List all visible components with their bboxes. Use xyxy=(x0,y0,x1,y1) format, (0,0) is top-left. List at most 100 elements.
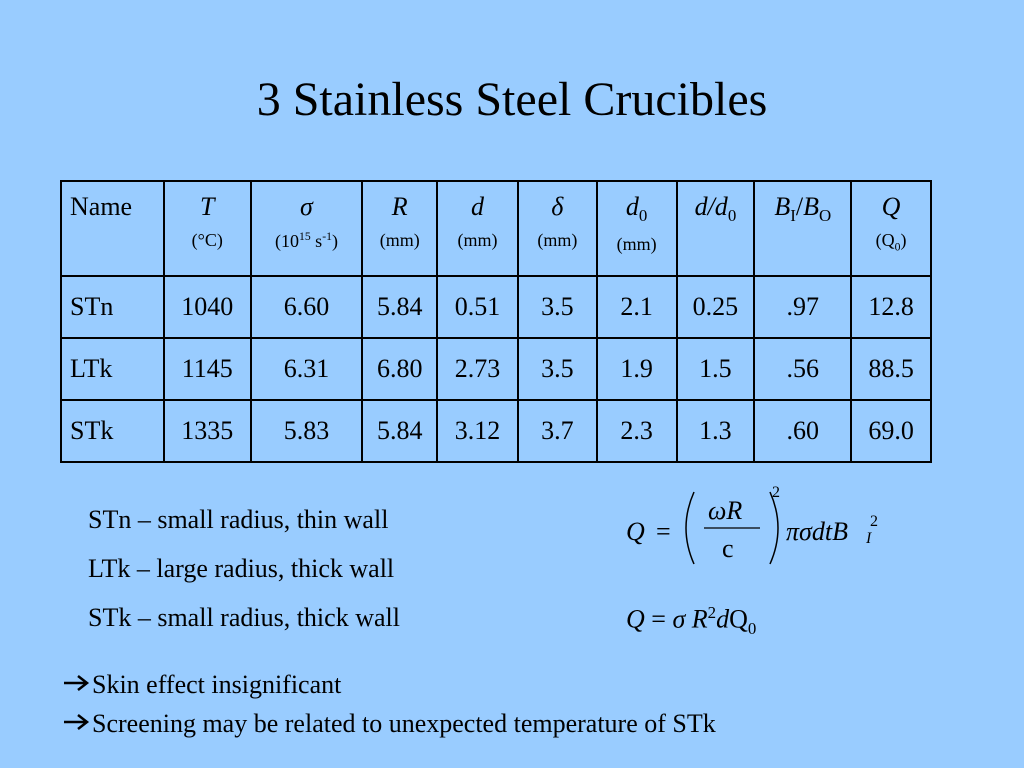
symbol: d/d xyxy=(694,192,728,221)
table-cell: 5.83 xyxy=(249,399,364,463)
parentheses xyxy=(685,491,779,565)
symbol: R xyxy=(391,192,408,221)
formula-text: = xyxy=(656,517,671,546)
header-cell: T (°C) xyxy=(162,180,252,277)
formula-text: πσdtB xyxy=(786,517,848,546)
header-cell: d0 (mm) xyxy=(595,180,678,277)
table-cell: .56 xyxy=(753,337,853,401)
table-cell: 1040 xyxy=(162,275,252,339)
formula-text: 2 xyxy=(870,513,878,530)
formula-text: 2 xyxy=(707,603,717,622)
table-cell: 1145 xyxy=(162,337,252,401)
notes: STn – small radius, thin wall LTk – large… xyxy=(88,495,400,642)
table-cell: 3.7 xyxy=(516,399,598,463)
header-cell: d/d0 xyxy=(675,180,756,277)
unit: (°C) xyxy=(191,230,223,250)
unit-part: -1 xyxy=(322,230,332,243)
formula-text: d xyxy=(716,604,730,634)
header-text: Name xyxy=(70,192,133,221)
header-cell: d (mm) xyxy=(436,180,519,277)
table-cell: 88.5 xyxy=(850,337,932,401)
symbol: T xyxy=(200,192,215,221)
table-cell: 69.0 xyxy=(850,399,932,463)
symbol: δ xyxy=(551,192,564,221)
table-cell: STk xyxy=(60,399,165,463)
subscript: 0 xyxy=(727,206,737,226)
table-cell: .60 xyxy=(753,399,853,463)
unit: (Q0) xyxy=(852,230,930,254)
unit-part: ) xyxy=(331,231,338,251)
arrow-icon xyxy=(64,675,90,691)
table-cell: 1.9 xyxy=(595,337,678,401)
formula-text: 0 xyxy=(747,618,757,638)
table-cell: .97 xyxy=(753,275,853,339)
table-cell: 5.84 xyxy=(361,399,439,463)
formula-text: 2 xyxy=(772,484,780,501)
table-row: STk 1335 5.83 5.84 3.12 3.7 2.3 1.3.60 69.0 xyxy=(60,399,932,463)
table-cell: 1.5 xyxy=(675,337,756,401)
symbol: B xyxy=(774,192,791,221)
symbol: d xyxy=(625,192,639,221)
bullet-text: Skin effect insignificant xyxy=(92,670,342,699)
unit: (mm) xyxy=(537,230,578,250)
subscript: 0 xyxy=(638,206,648,226)
table-cell: 1335 xyxy=(162,399,252,463)
table-cell: LTk xyxy=(60,337,165,401)
header-row: Name T (°C) σ (1015 s-1) R (mm) d (mm) δ (mm)… xyxy=(60,180,932,277)
table-row: LTk 1145 6.31 6.80 2.73 3.5 1.9 1.5.56 88.5 xyxy=(60,337,932,401)
unit-part: (Q xyxy=(875,230,895,250)
header-cell: Q (Q0) xyxy=(850,180,932,277)
unit: (mm) xyxy=(379,230,420,250)
symbol: Q xyxy=(881,192,901,221)
header-cell: R (mm) xyxy=(361,180,439,277)
table-body: STn 1040 6.60 5.84 0.51 3.5 2.1 0.25.97 12.8 LTk 1… xyxy=(60,275,932,463)
symbol: σ xyxy=(300,192,313,221)
note: STk – small radius, thick wall xyxy=(88,603,400,632)
formula: Q = σ R2dQ0 xyxy=(626,603,756,639)
formula-text: Q xyxy=(626,604,645,634)
formula-text: c xyxy=(722,534,734,563)
bullet: Screening may be related to unexpected t… xyxy=(62,709,716,739)
table-cell: 2.3 xyxy=(595,399,678,463)
arrow-icon xyxy=(64,714,90,730)
formula-text: σ xyxy=(672,604,686,634)
table-cell: 1.3 xyxy=(675,399,756,463)
header-cell: Name xyxy=(60,180,165,277)
note: STn – small radius, thin wall xyxy=(88,505,389,534)
bullet: Skin effect insignificant xyxy=(62,670,341,700)
formula-text: R xyxy=(691,604,708,634)
table-cell: 6.31 xyxy=(249,337,364,401)
table-cell: 3.5 xyxy=(516,275,598,339)
unit-part: 15 xyxy=(298,230,311,243)
table-cell: 5.84 xyxy=(361,275,439,339)
unit-part: ) xyxy=(900,230,907,250)
subscript: I xyxy=(790,206,796,226)
table-row: STn 1040 6.60 5.84 0.51 3.5 2.1 0.25.97 12.8 xyxy=(60,275,932,339)
formula: Q = ωR c 2 πσdtB 2 I xyxy=(626,484,886,590)
formula-text: ωR xyxy=(708,496,743,525)
symbol: B xyxy=(803,192,819,221)
formula-text: I xyxy=(866,530,872,547)
slide-title: 3 Stainless Steel Crucibles xyxy=(256,73,768,126)
bullet-text: Screening may be related to unexpected t… xyxy=(92,709,716,738)
formula-text: Q xyxy=(626,517,645,546)
unit-part: (10 xyxy=(274,231,299,251)
unit: (mm) xyxy=(616,234,657,255)
unit: (1015 s-1) xyxy=(252,230,362,252)
table-cell: 6.60 xyxy=(249,275,364,339)
subscript: O xyxy=(818,206,832,226)
header-cell: δ (mm) xyxy=(516,180,598,277)
header-cell: σ (1015 s-1) xyxy=(249,180,364,277)
table-cell: 3.5 xyxy=(516,337,598,401)
unit-part: 0 xyxy=(894,240,901,254)
table-cell: 2.1 xyxy=(595,275,678,339)
table-cell: 6.80 xyxy=(361,337,439,401)
formula-text: Q xyxy=(729,604,748,634)
table-cell: 0.51 xyxy=(436,275,519,339)
symbol: / xyxy=(795,192,804,221)
table-cell: 0.25 xyxy=(675,275,756,339)
note: LTk – large radius, thick wall xyxy=(88,554,395,583)
unit: (mm) xyxy=(457,230,498,250)
header-cell: BI/BO xyxy=(753,180,853,277)
